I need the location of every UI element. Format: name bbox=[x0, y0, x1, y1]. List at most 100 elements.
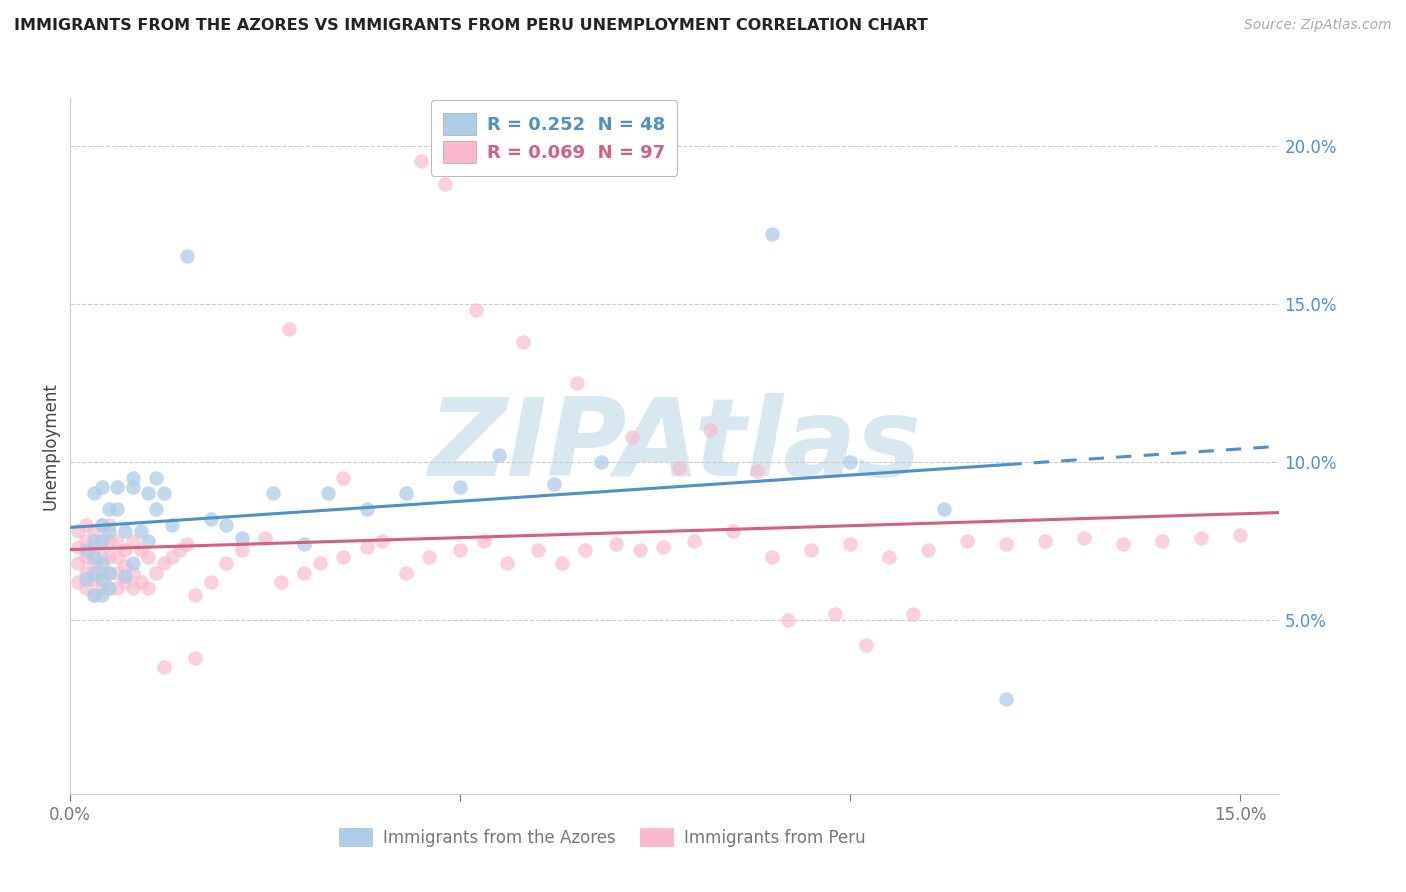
Point bbox=[83, 588, 105, 602]
Point bbox=[105, 480, 128, 494]
Point bbox=[1229, 527, 1251, 541]
Point bbox=[496, 556, 519, 570]
Point bbox=[90, 556, 112, 570]
Point bbox=[176, 249, 198, 263]
Point bbox=[995, 537, 1018, 551]
Point bbox=[254, 531, 277, 545]
Point bbox=[121, 480, 143, 494]
Point bbox=[98, 518, 121, 533]
Point bbox=[527, 543, 550, 558]
Point bbox=[620, 429, 643, 443]
Point bbox=[292, 537, 315, 551]
Point bbox=[901, 607, 924, 621]
Point bbox=[160, 549, 183, 564]
Point bbox=[90, 588, 112, 602]
Point bbox=[67, 524, 90, 539]
Point bbox=[75, 566, 97, 580]
Point bbox=[605, 537, 627, 551]
Point bbox=[105, 566, 128, 580]
Point bbox=[105, 533, 128, 548]
Point bbox=[543, 477, 565, 491]
Point bbox=[262, 486, 284, 500]
Point bbox=[567, 376, 589, 390]
Point bbox=[67, 540, 90, 554]
Point bbox=[98, 549, 121, 564]
Legend: Immigrants from the Azores, Immigrants from Peru: Immigrants from the Azores, Immigrants f… bbox=[330, 819, 873, 855]
Point bbox=[776, 613, 799, 627]
Point bbox=[98, 502, 121, 516]
Point bbox=[215, 556, 238, 570]
Point bbox=[75, 572, 97, 586]
Point bbox=[956, 533, 979, 548]
Point bbox=[176, 537, 198, 551]
Point bbox=[129, 543, 152, 558]
Point bbox=[356, 540, 378, 554]
Point bbox=[839, 537, 862, 551]
Point bbox=[332, 470, 354, 484]
Point bbox=[83, 524, 105, 539]
Point bbox=[449, 480, 471, 494]
Point bbox=[75, 582, 97, 596]
Point bbox=[90, 518, 112, 533]
Point bbox=[67, 574, 90, 589]
Point bbox=[136, 486, 159, 500]
Point bbox=[433, 177, 456, 191]
Point bbox=[129, 574, 152, 589]
Point bbox=[83, 549, 105, 564]
Point bbox=[145, 566, 167, 580]
Point bbox=[136, 549, 159, 564]
Point bbox=[136, 582, 159, 596]
Point bbox=[332, 549, 354, 564]
Point bbox=[932, 502, 955, 516]
Point bbox=[292, 566, 315, 580]
Y-axis label: Unemployment: Unemployment bbox=[41, 382, 59, 510]
Point bbox=[699, 423, 721, 437]
Point bbox=[879, 549, 901, 564]
Point bbox=[723, 524, 745, 539]
Point bbox=[231, 543, 253, 558]
Point bbox=[1073, 531, 1095, 545]
Point bbox=[1152, 533, 1174, 548]
Point bbox=[75, 518, 97, 533]
Point bbox=[83, 533, 105, 548]
Point bbox=[90, 533, 112, 548]
Point bbox=[83, 588, 105, 602]
Point bbox=[153, 660, 176, 674]
Point bbox=[136, 533, 159, 548]
Point bbox=[121, 533, 143, 548]
Point bbox=[1112, 537, 1135, 551]
Point bbox=[628, 543, 651, 558]
Point bbox=[356, 502, 378, 516]
Point bbox=[465, 303, 488, 318]
Point bbox=[98, 524, 121, 539]
Point bbox=[83, 566, 105, 580]
Point bbox=[83, 486, 105, 500]
Point bbox=[90, 582, 112, 596]
Point bbox=[75, 543, 97, 558]
Point bbox=[449, 543, 471, 558]
Point bbox=[683, 533, 706, 548]
Point bbox=[761, 549, 783, 564]
Point bbox=[589, 455, 612, 469]
Point bbox=[105, 549, 128, 564]
Point bbox=[121, 582, 143, 596]
Point bbox=[800, 543, 823, 558]
Point bbox=[745, 464, 768, 478]
Point bbox=[668, 461, 690, 475]
Point bbox=[917, 543, 939, 558]
Point bbox=[67, 556, 90, 570]
Point bbox=[1191, 531, 1213, 545]
Point bbox=[105, 582, 128, 596]
Point bbox=[105, 502, 128, 516]
Point bbox=[184, 588, 207, 602]
Point bbox=[472, 533, 495, 548]
Point bbox=[761, 227, 783, 241]
Point bbox=[145, 470, 167, 484]
Point bbox=[169, 543, 191, 558]
Point bbox=[160, 518, 183, 533]
Point bbox=[277, 322, 299, 336]
Point bbox=[83, 572, 105, 586]
Point bbox=[114, 559, 136, 574]
Point bbox=[512, 334, 534, 349]
Point bbox=[121, 556, 143, 570]
